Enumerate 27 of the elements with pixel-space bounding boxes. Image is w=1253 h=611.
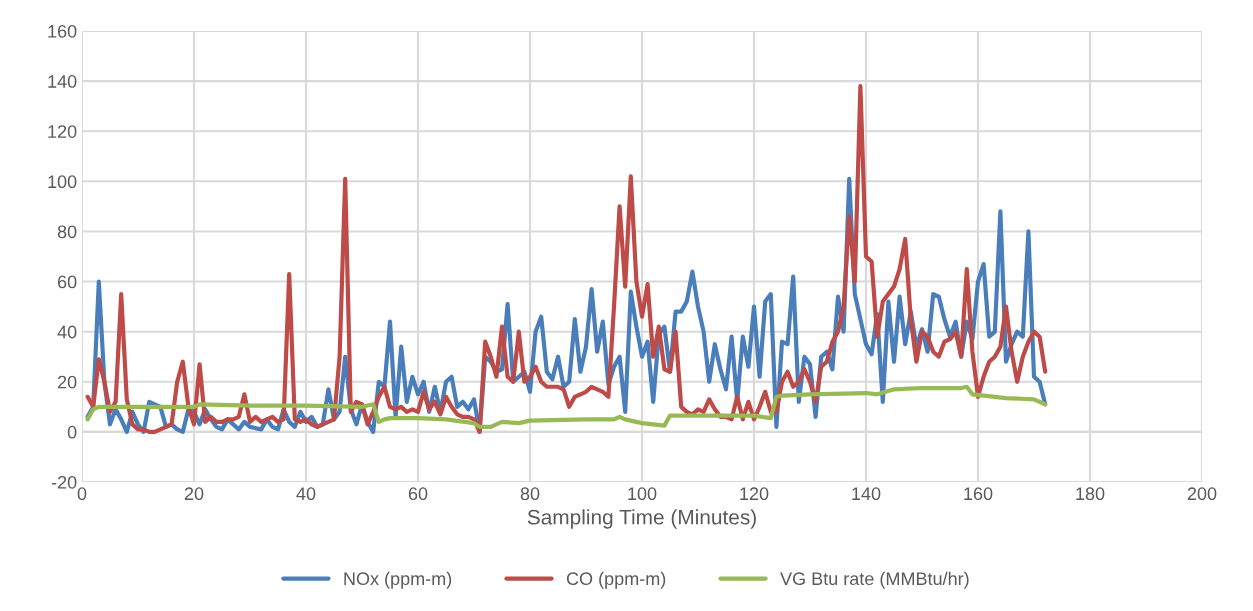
y-tick-label: 40 xyxy=(57,325,77,339)
y-tick-label: 20 xyxy=(57,375,77,389)
x-tick-label: 60 xyxy=(408,487,428,501)
x-tick-label: 40 xyxy=(296,487,316,501)
x-tick-label: 100 xyxy=(628,487,657,501)
y-tick-label: 0 xyxy=(67,425,77,439)
x-tick-label: 160 xyxy=(964,487,993,501)
y-tick-label: -20 xyxy=(51,475,77,489)
x-tick-label: 0 xyxy=(77,487,87,501)
legend-label: CO (ppm-m) xyxy=(566,571,666,589)
y-tick-label: 140 xyxy=(48,75,77,88)
x-tick-label: 180 xyxy=(1076,487,1105,501)
x-tick-label: 120 xyxy=(740,487,769,501)
line-series xyxy=(85,84,1048,434)
y-tick-label: 100 xyxy=(48,175,77,189)
legend-label: VG Btu rate (MMBtu/hr) xyxy=(780,571,969,589)
line-series xyxy=(85,384,1048,429)
x-axis-title: Sampling Time (Minutes) xyxy=(527,509,756,529)
x-tick-label: 20 xyxy=(184,487,204,501)
legend-label: NOx (ppm-m) xyxy=(344,571,452,589)
x-tick-label: 200 xyxy=(1187,487,1217,501)
y-tick-label: 60 xyxy=(57,275,77,289)
x-tick-label: 80 xyxy=(520,487,540,501)
x-tick-label: 140 xyxy=(852,487,881,501)
y-tick-label: 120 xyxy=(48,125,77,138)
y-tick-label: 160 xyxy=(48,24,77,38)
y-tick-label: 80 xyxy=(57,225,77,239)
